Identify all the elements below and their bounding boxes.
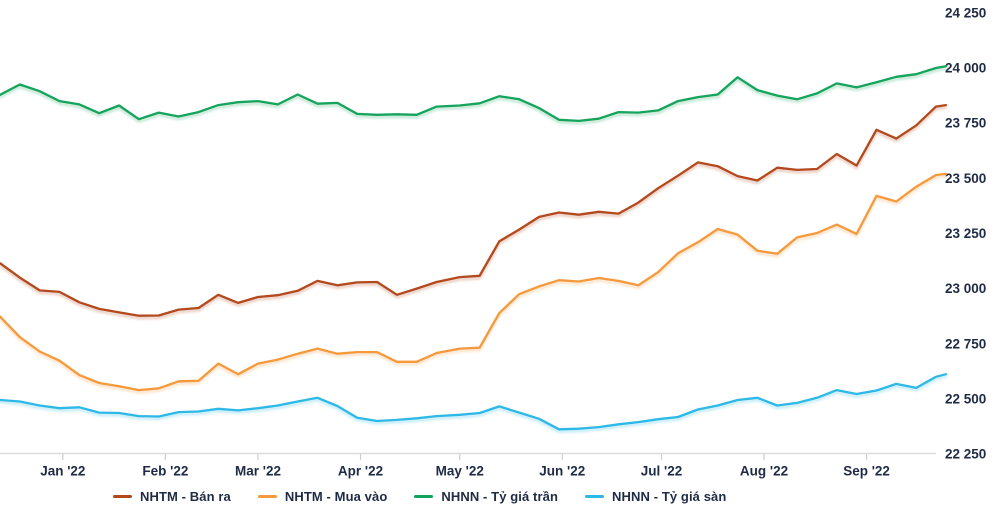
x-tick-label: Apr '22	[338, 464, 383, 479]
series-line-2	[0, 172, 948, 392]
y-tick-label: 23 500	[945, 171, 986, 186]
legend-dash-icon	[585, 495, 605, 498]
series-line-3	[0, 65, 948, 123]
legend-dash-icon	[414, 495, 434, 498]
y-tick-label: 23 250	[945, 226, 986, 241]
legend-item-3[interactable]: NHNN - Tỷ giá trần	[414, 489, 558, 504]
legend-label: NHNN - Tỷ giá trần	[441, 489, 559, 504]
x-tick-label: May '22	[436, 464, 484, 479]
legend-label: NHTM - Mua vào	[284, 489, 388, 504]
x-tick-label: Jun '22	[539, 464, 585, 479]
y-tick-label: 23 750	[945, 116, 986, 131]
y-tick-label: 23 000	[945, 281, 986, 296]
legend-item-1[interactable]: NHTM - Bán ra	[113, 489, 231, 504]
legend-label: NHTM - Bán ra	[140, 489, 231, 504]
x-tick-label: Sep '22	[843, 464, 890, 479]
legend-label: NHNN - Tỷ giá sàn	[612, 489, 727, 504]
y-tick-label: 22 500	[945, 391, 986, 406]
legend-item-2[interactable]: NHTM - Mua vào	[257, 489, 388, 504]
chart-legend: NHTM - Bán ra NHTM - Mua vào NHNN - Tỷ giá…	[113, 489, 726, 504]
x-tick-label: Jul '22	[641, 464, 682, 479]
y-tick-label: 22 750	[945, 336, 986, 351]
x-tick-label: Feb '22	[142, 464, 188, 479]
legend-dash-icon	[113, 495, 132, 498]
series-line-4	[0, 373, 948, 431]
y-tick-label: 22 250	[945, 447, 986, 462]
series-line-1	[0, 103, 948, 317]
y-tick-label: 24 250	[945, 5, 986, 20]
x-tick-label: Mar '22	[235, 464, 281, 479]
legend-dash-icon	[257, 495, 277, 498]
x-tick-label: Jan '22	[40, 464, 85, 479]
x-tick-label: Aug '22	[740, 464, 788, 479]
y-tick-label: 24 000	[945, 61, 986, 76]
legend-item-4[interactable]: NHNN - Tỷ giá sàn	[585, 489, 726, 504]
